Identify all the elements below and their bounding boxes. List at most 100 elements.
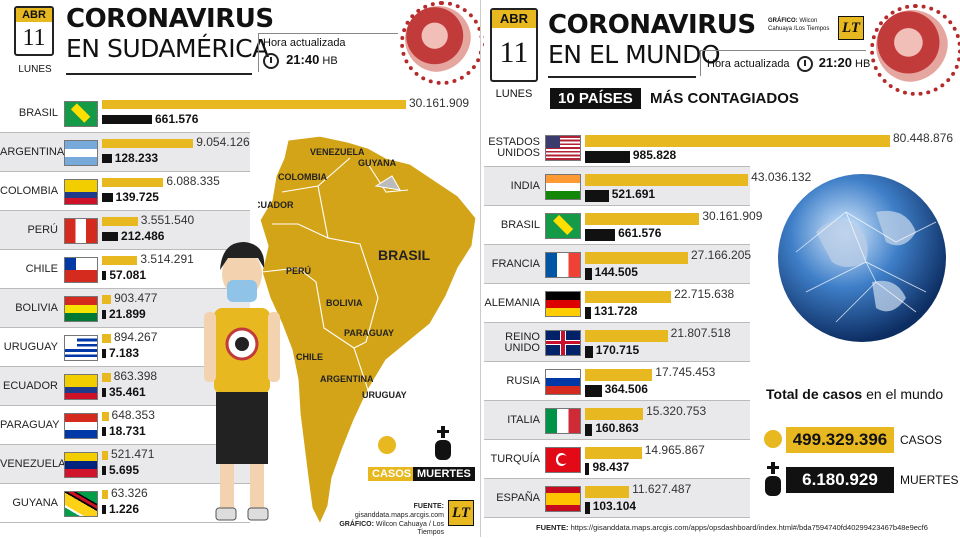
page-title-right: CORONAVIRUS EN EL MUNDO [548,12,756,67]
row-background [484,245,750,284]
title-line2: EN EL MUNDO [548,40,721,69]
updated-tz: HB [322,55,338,67]
deaths-bar [102,427,106,436]
total-label-bold: Total de casos [766,386,863,402]
updated-time: 21:40 [286,52,320,67]
deaths-bar [585,463,590,475]
subtitle-rest: MÁS CONTAGIADOS [650,90,799,107]
country-flag-icon [545,485,581,512]
country-label: ECUADOR [2,379,58,392]
source-label: FUENTE: [413,503,444,510]
map-label-brasil: BRASIL [378,247,431,263]
map-label-colombia: COLOMBIA [278,172,327,182]
cases-bar [585,408,644,420]
virus-legend-icon [378,436,396,454]
cases-value-label: 648.353 [111,408,155,422]
lt-logo-left: LT [448,500,474,526]
updated-time: 21:20 [818,55,852,70]
row-separator [0,132,250,133]
clock-icon [263,53,279,70]
deaths-value-label: 364.506 [604,382,648,396]
title-underline [548,76,696,78]
south-america-map: VENEZUELA GUYANA COLOMBIA ECUADOR PERÚ B… [258,135,477,526]
total-cases-label: CASOS [900,433,943,447]
cases-value-label: 22.715.638 [674,287,735,301]
deaths-bar [102,232,119,241]
deaths-bar [585,268,592,280]
country-label: BOLIVIA [15,301,58,314]
cases-bar [585,174,749,186]
source-label: FUENTE: [536,523,569,532]
cases-value-label: 43.036.132 [751,170,812,184]
deaths-bar [102,154,112,163]
deaths-bar [585,502,590,514]
country-flag-icon [64,178,98,205]
continent-shape [259,135,477,526]
deaths-value-label: 661.576 [618,226,662,240]
deaths-bar [102,505,106,514]
country-flag-icon [64,139,98,166]
deaths-value-label: 5.695 [109,463,140,477]
deaths-bar [102,466,106,475]
virus-icon [870,4,960,96]
cases-value-label: 521.471 [111,447,155,461]
country-label: GUYANA [12,496,58,509]
page-title-left: CORONAVIRUS EN SUDAMÉRICA [66,6,274,61]
map-label-paraguay: PARAGUAY [344,328,394,338]
legend-cases: CASOS [368,467,416,481]
deaths-bar [585,307,591,319]
cases-bar [102,139,194,148]
cases-value-label: 30.161.909 [409,96,470,110]
cases-bar [102,373,111,382]
deaths-bar [102,271,107,280]
update-box-left: Hora actualizada 21:40 HB [258,33,398,73]
deaths-bar [102,349,106,358]
cases-value-label: 11.627.487 [632,482,692,496]
cases-bar [102,490,108,499]
map-label-bolivia: BOLIVIA [326,298,363,308]
deaths-value-label: 103.104 [592,499,637,513]
country-flag-icon [64,334,98,361]
cases-bar [585,447,642,459]
credit-text: Wilcon Cahuaya /Los Tiempos [768,18,830,32]
calendar-month: ABR [16,8,52,22]
country-flag-icon [545,446,581,473]
row-background [484,323,750,362]
row-separator [0,483,250,484]
country-label: FRANCIA [491,257,540,270]
lt-logo-right: LT [838,16,864,40]
country-label: COLOMBIA [0,184,59,197]
map-label-uruguay: URUGUAY [362,390,407,400]
row-separator [484,361,750,362]
country-flag-icon [64,373,98,400]
cases-value-label: 3.551.540 [140,213,195,227]
row-separator [0,444,250,445]
tombstone-icon [765,462,781,496]
cases-bar [102,100,406,109]
country-flag-icon [545,134,581,161]
cases-bar [585,291,672,303]
country-label: CHILE [25,262,58,275]
boy-with-mask-illustration [204,242,280,521]
deaths-value-label: 521.691 [611,187,656,201]
cases-value-label: 863.398 [113,369,158,383]
cases-bar [102,217,138,226]
deaths-value-label: 1.226 [109,502,140,516]
country-label: ARGENTINA [0,145,65,158]
cases-bar [102,295,112,304]
cases-value-label: 30.161.909 [702,209,763,223]
country-label: REINO UNIDO [504,330,540,355]
country-label: ESPAÑA [496,491,540,504]
deaths-value-label: 7.183 [109,346,140,360]
cases-value-label: 903.477 [114,291,158,305]
map-label-venezuela: VENEZUELA [310,147,365,157]
country-label: URUGUAY [3,340,58,353]
cases-value-label: 6.088.335 [166,174,220,188]
country-label: ESTADOS UNIDOS [488,135,540,160]
total-label-rest: en el mundo [866,386,944,402]
country-label: TURQUÍA [490,452,541,465]
country-flag-icon [64,451,98,478]
country-flag-icon [545,212,581,239]
row-separator [484,283,750,284]
country-flag-icon [545,368,581,395]
